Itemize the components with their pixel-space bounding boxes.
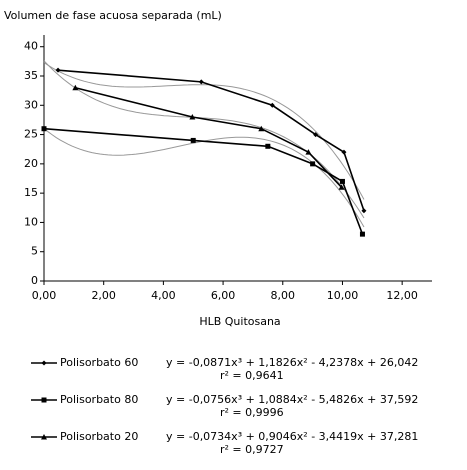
data-point <box>359 231 365 237</box>
y-tick-label: 10 <box>24 215 38 228</box>
legend-r2: r² = 0,9996 <box>220 406 284 419</box>
y-tick-label: 0 <box>31 274 38 287</box>
y-tick-label: 15 <box>24 186 38 199</box>
series-line <box>75 86 343 188</box>
x-tick-label: 6,00 <box>211 289 236 302</box>
data-point <box>310 161 316 167</box>
trend-line <box>43 62 365 200</box>
legend-marker <box>41 397 47 403</box>
x-tick-label: 10,00 <box>327 289 359 302</box>
data-point <box>190 137 196 143</box>
y-tick-label: 35 <box>24 69 38 82</box>
x-tick-label: 0,00 <box>32 289 57 302</box>
legend-label: Polisorbato 60 <box>60 356 138 369</box>
x-tick-label: 4,00 <box>151 289 176 302</box>
x-tick-label: 8,00 <box>271 289 296 302</box>
data-point <box>265 143 271 149</box>
x-tick-label: 2,00 <box>91 289 116 302</box>
legend-marker <box>41 434 47 440</box>
y-tick-label: 30 <box>24 98 38 111</box>
data-point <box>313 132 319 138</box>
legend-r2: r² = 0,9641 <box>220 369 284 382</box>
x-tick-label: 12,00 <box>386 289 418 302</box>
chart-title: Volumen de fase acuosa separada (mL) <box>4 9 222 22</box>
y-tick-label: 40 <box>24 40 38 53</box>
legend-label: Polisorbato 80 <box>60 393 138 406</box>
series-line <box>43 127 364 235</box>
trend-line <box>43 128 365 228</box>
x-axis-label: HLB Quitosana <box>199 315 280 328</box>
legend-r2: r² = 0,9727 <box>220 443 284 456</box>
data-point <box>341 149 347 155</box>
data-point <box>361 208 367 214</box>
data-point <box>72 84 79 91</box>
series-line <box>57 69 365 211</box>
data-point <box>258 125 265 132</box>
legend-equation: y = -0,0734x³ + 0,9046x² - 3,4419x + 37,… <box>166 430 418 443</box>
data-point <box>198 79 204 85</box>
data-point <box>338 184 345 190</box>
y-tick-label: 5 <box>31 245 38 258</box>
legend-marker <box>41 360 47 366</box>
y-tick-label: 25 <box>24 128 38 141</box>
data-point <box>41 126 47 132</box>
data-point <box>305 149 312 155</box>
data-point <box>269 102 275 108</box>
legend-equation: y = -0,0756x³ + 1,0884x² - 5,4826x + 37,… <box>166 393 418 406</box>
legend-label: Polisorbato 20 <box>60 430 138 443</box>
y-tick-label: 20 <box>24 157 38 170</box>
data-point <box>55 67 61 73</box>
data-point <box>339 178 345 184</box>
data-point <box>189 114 196 120</box>
legend-equation: y = -0,0871x³ + 1,1826x² - 4,2378x + 26,… <box>166 356 418 369</box>
